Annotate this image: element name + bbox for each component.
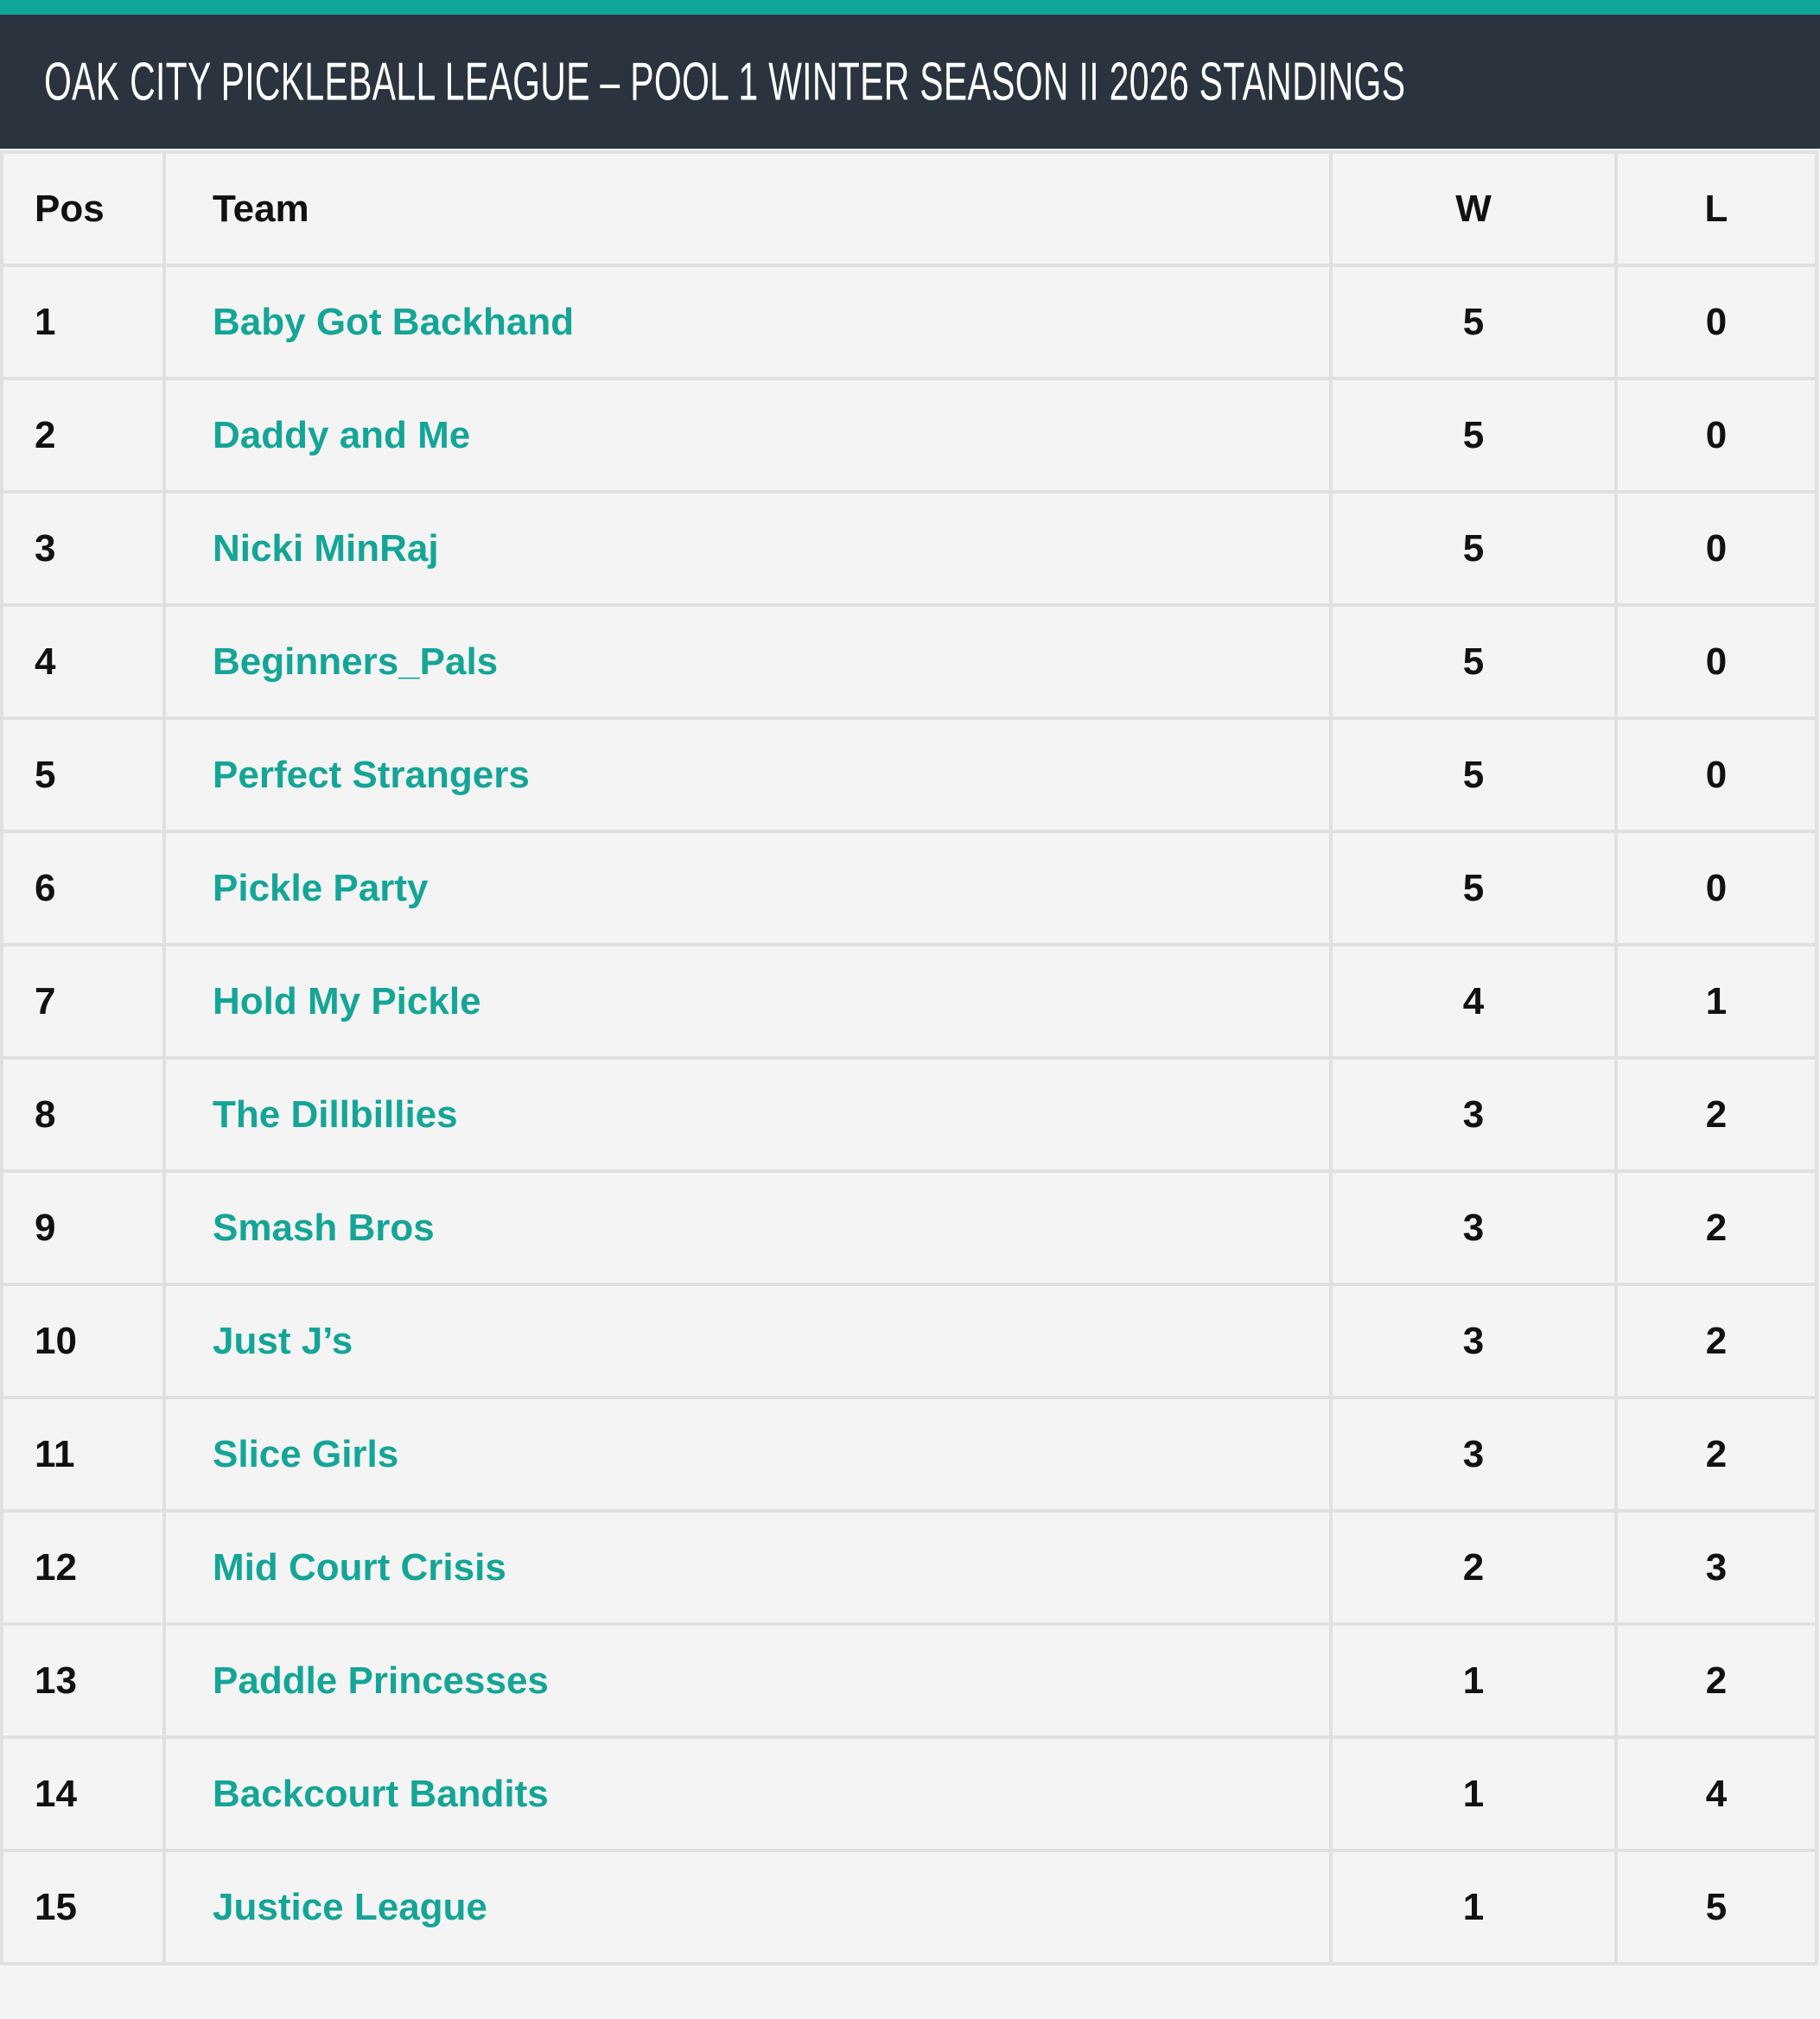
losses-cell: 2 <box>1614 1396 1818 1513</box>
table-row: 11 Slice Girls 3 2 <box>0 1396 1818 1513</box>
losses-cell: 2 <box>1614 1056 1818 1173</box>
position-cell: 13 <box>0 1622 166 1739</box>
table-row: 7 Hold My Pickle 4 1 <box>0 943 1818 1060</box>
table-row: 14 Backcourt Bandits 1 4 <box>0 1736 1818 1852</box>
column-header-wins: W <box>1329 150 1618 267</box>
team-link[interactable]: Perfect Strangers <box>213 753 530 796</box>
table-row: 8 The Dillbillies 3 2 <box>0 1056 1818 1173</box>
team-cell: Baby Got Backhand <box>162 264 1333 380</box>
wins-cell: 5 <box>1329 717 1618 833</box>
page-title: OAK CITY PICKLEBALL LEAGUE – POOL 1 WINT… <box>44 52 1406 111</box>
wins-cell: 3 <box>1329 1283 1618 1399</box>
table-row: 13 Paddle Princesses 1 2 <box>0 1622 1818 1739</box>
team-link[interactable]: Beginners_Pals <box>213 640 499 683</box>
position-cell: 1 <box>0 264 166 380</box>
wins-cell: 5 <box>1329 603 1618 720</box>
team-link[interactable]: Mid Court Crisis <box>213 1545 506 1589</box>
team-cell: Nicki MinRaj <box>162 490 1333 607</box>
team-link[interactable]: Pickle Party <box>213 866 429 909</box>
table-row: 12 Mid Court Crisis 2 3 <box>0 1509 1818 1626</box>
team-cell: The Dillbillies <box>162 1056 1333 1173</box>
position-cell: 14 <box>0 1736 166 1852</box>
team-link[interactable]: Justice League <box>213 1885 487 1928</box>
wins-cell: 5 <box>1329 490 1618 607</box>
losses-cell: 2 <box>1614 1169 1818 1286</box>
team-link[interactable]: The Dillbillies <box>213 1092 458 1136</box>
table-row: 6 Pickle Party 5 0 <box>0 830 1818 946</box>
wins-cell: 3 <box>1329 1169 1618 1286</box>
wins-cell: 1 <box>1329 1736 1618 1852</box>
wins-cell: 3 <box>1329 1396 1618 1513</box>
table-row: 5 Perfect Strangers 5 0 <box>0 717 1818 833</box>
team-link[interactable]: Daddy and Me <box>213 413 471 456</box>
losses-cell: 5 <box>1614 1849 1818 1965</box>
losses-cell: 0 <box>1614 490 1818 607</box>
team-cell: Paddle Princesses <box>162 1622 1333 1739</box>
column-header-losses: L <box>1614 150 1818 267</box>
losses-cell: 2 <box>1614 1622 1818 1739</box>
standings-table: Pos Team W L 1 Baby Got Backhand 5 0 2 Daddy … <box>0 150 1818 1965</box>
position-cell: 6 <box>0 830 166 946</box>
table-row: 9 Smash Bros 3 2 <box>0 1169 1818 1286</box>
column-header-pos: Pos <box>0 150 166 267</box>
losses-cell: 0 <box>1614 603 1818 720</box>
team-cell: Perfect Strangers <box>162 717 1333 833</box>
team-cell: Daddy and Me <box>162 377 1333 494</box>
wins-cell: 5 <box>1329 264 1618 380</box>
position-cell: 3 <box>0 490 166 607</box>
losses-cell: 4 <box>1614 1736 1818 1852</box>
table-row: 2 Daddy and Me 5 0 <box>0 377 1818 494</box>
position-cell: 7 <box>0 943 166 1060</box>
table-row: 1 Baby Got Backhand 5 0 <box>0 264 1818 380</box>
team-cell: Slice Girls <box>162 1396 1333 1513</box>
losses-cell: 0 <box>1614 830 1818 946</box>
team-cell: Backcourt Bandits <box>162 1736 1333 1852</box>
team-link[interactable]: Paddle Princesses <box>213 1659 549 1702</box>
wins-cell: 5 <box>1329 830 1618 946</box>
position-cell: 8 <box>0 1056 166 1173</box>
team-cell: Justice League <box>162 1849 1333 1965</box>
table-header-row: Pos Team W L <box>0 150 1818 267</box>
team-cell: Hold My Pickle <box>162 943 1333 1060</box>
position-cell: 11 <box>0 1396 166 1513</box>
team-link[interactable]: Nicki MinRaj <box>213 526 439 570</box>
wins-cell: 1 <box>1329 1622 1618 1739</box>
accent-bar <box>0 0 1820 15</box>
table-row: 4 Beginners_Pals 5 0 <box>0 603 1818 720</box>
losses-cell: 3 <box>1614 1509 1818 1626</box>
losses-cell: 0 <box>1614 717 1818 833</box>
wins-cell: 1 <box>1329 1849 1618 1965</box>
team-cell: Just J’s <box>162 1283 1333 1399</box>
wins-cell: 4 <box>1329 943 1618 1060</box>
position-cell: 5 <box>0 717 166 833</box>
team-cell: Smash Bros <box>162 1169 1333 1286</box>
wins-cell: 3 <box>1329 1056 1618 1173</box>
position-cell: 2 <box>0 377 166 494</box>
position-cell: 4 <box>0 603 166 720</box>
column-header-team: Team <box>162 150 1333 267</box>
position-cell: 9 <box>0 1169 166 1286</box>
table-row: 15 Justice League 1 5 <box>0 1849 1818 1965</box>
team-link[interactable]: Slice Girls <box>213 1432 399 1475</box>
losses-cell: 0 <box>1614 377 1818 494</box>
team-cell: Pickle Party <box>162 830 1333 946</box>
team-link[interactable]: Backcourt Bandits <box>213 1772 549 1815</box>
position-cell: 10 <box>0 1283 166 1399</box>
team-link[interactable]: Baby Got Backhand <box>213 300 575 343</box>
table-row: 3 Nicki MinRaj 5 0 <box>0 490 1818 607</box>
wins-cell: 5 <box>1329 377 1618 494</box>
team-cell: Beginners_Pals <box>162 603 1333 720</box>
losses-cell: 2 <box>1614 1283 1818 1399</box>
position-cell: 15 <box>0 1849 166 1965</box>
losses-cell: 1 <box>1614 943 1818 1060</box>
table-row: 10 Just J’s 3 2 <box>0 1283 1818 1399</box>
team-cell: Mid Court Crisis <box>162 1509 1333 1626</box>
position-cell: 12 <box>0 1509 166 1626</box>
team-link[interactable]: Hold My Pickle <box>213 979 481 1022</box>
wins-cell: 2 <box>1329 1509 1618 1626</box>
team-link[interactable]: Just J’s <box>213 1319 353 1362</box>
team-link[interactable]: Smash Bros <box>213 1206 435 1249</box>
page-header: OAK CITY PICKLEBALL LEAGUE – POOL 1 WINT… <box>0 15 1820 149</box>
losses-cell: 0 <box>1614 264 1818 380</box>
